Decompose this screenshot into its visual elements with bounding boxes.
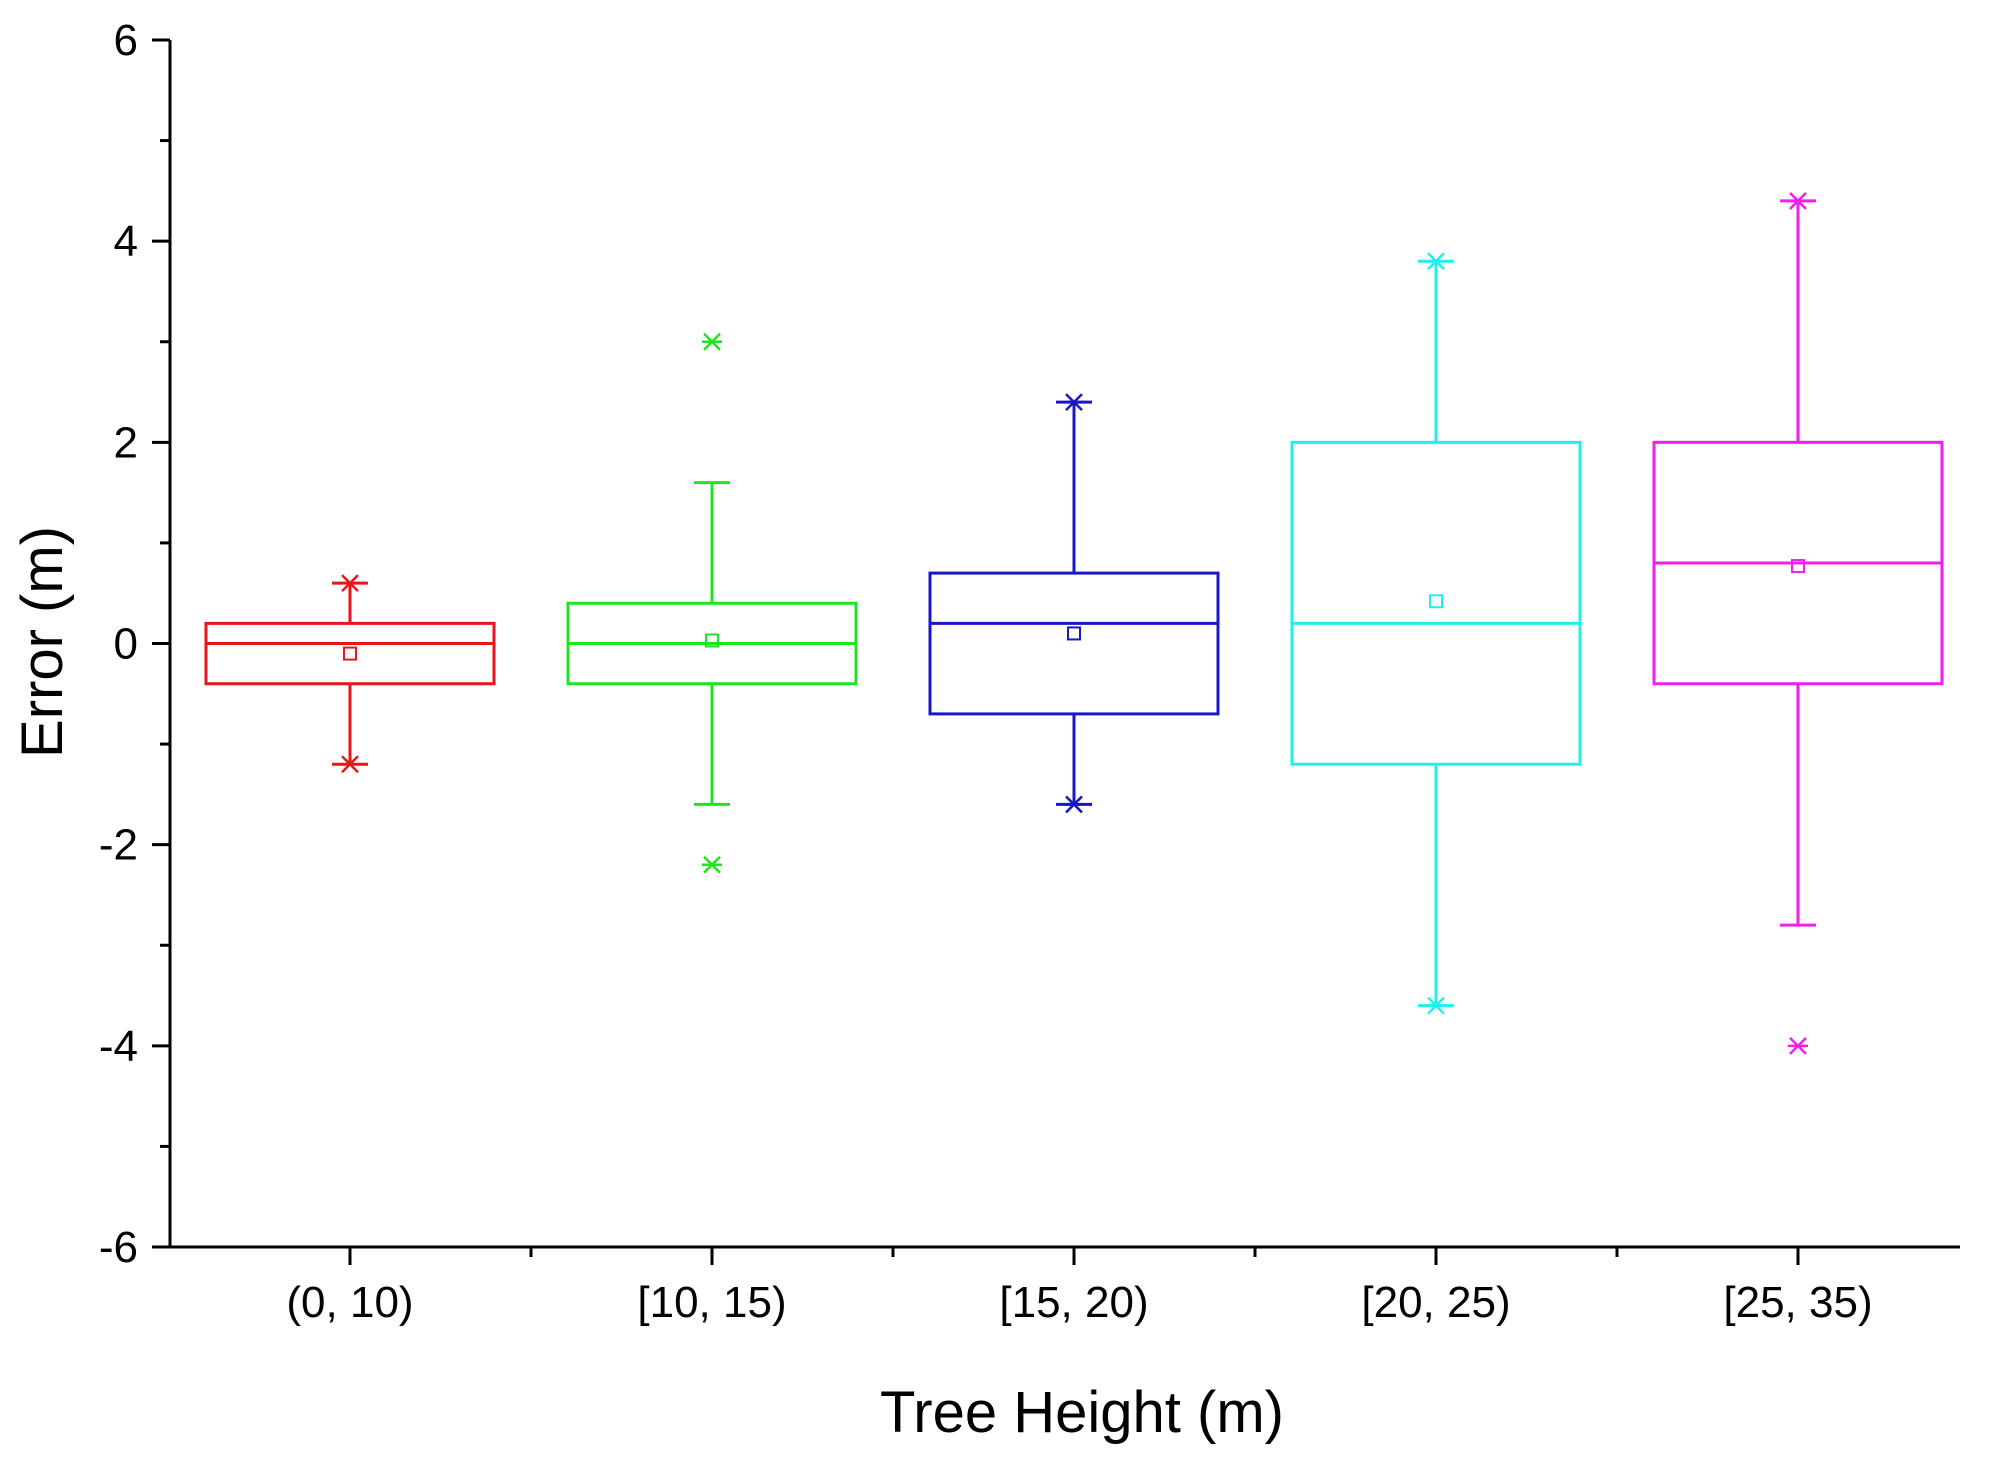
- mean-marker: [1429, 594, 1443, 609]
- mean-marker: [343, 646, 357, 661]
- box-rect: [1290, 440, 1582, 766]
- plot-area: [204, 192, 1944, 1055]
- box-2: [566, 332, 858, 874]
- box-3: [928, 393, 1220, 814]
- max-marker: [702, 332, 722, 351]
- max-marker: [340, 574, 360, 593]
- y-tick-label: 2: [114, 418, 138, 467]
- max-marker: [1426, 252, 1446, 271]
- y-tick-label: -2: [99, 821, 138, 870]
- box-4: [1290, 252, 1582, 1015]
- y-tick-label: -6: [99, 1223, 138, 1272]
- max-marker: [1788, 192, 1808, 210]
- min-marker: [340, 755, 360, 774]
- axes: -6 -4 -2 0 2 4 6 (0, 10) [10, 15) [15, 20) [20, 25…: [99, 16, 1960, 1327]
- x-tick-label: [25, 35): [1723, 1278, 1872, 1327]
- min-marker: [1426, 996, 1446, 1015]
- mean-marker: [1791, 559, 1805, 574]
- x-tick-label: [15, 20): [999, 1278, 1148, 1327]
- mean-marker: [1067, 626, 1081, 641]
- y-tick-label: 4: [114, 217, 138, 266]
- box-rect: [204, 621, 496, 686]
- y-axis-title: Error (m): [10, 526, 75, 758]
- min-marker: [702, 855, 722, 874]
- box-5: [1652, 192, 1944, 1055]
- x-tick-label: [20, 25): [1361, 1278, 1510, 1327]
- box-rect: [928, 571, 1220, 716]
- min-marker: [1788, 1036, 1808, 1055]
- x-axis-title: Tree Height (m): [880, 1380, 1284, 1445]
- box-1: [204, 574, 496, 774]
- y-tick-label: 6: [114, 16, 138, 65]
- x-tick-label: (0, 10): [286, 1278, 413, 1327]
- x-tick-label: [10, 15): [637, 1278, 786, 1327]
- min-marker: [1064, 795, 1084, 814]
- y-tick-label: 0: [114, 620, 138, 669]
- y-tick-label: -4: [99, 1022, 138, 1071]
- max-marker: [1064, 393, 1084, 411]
- mean-marker: [705, 633, 719, 648]
